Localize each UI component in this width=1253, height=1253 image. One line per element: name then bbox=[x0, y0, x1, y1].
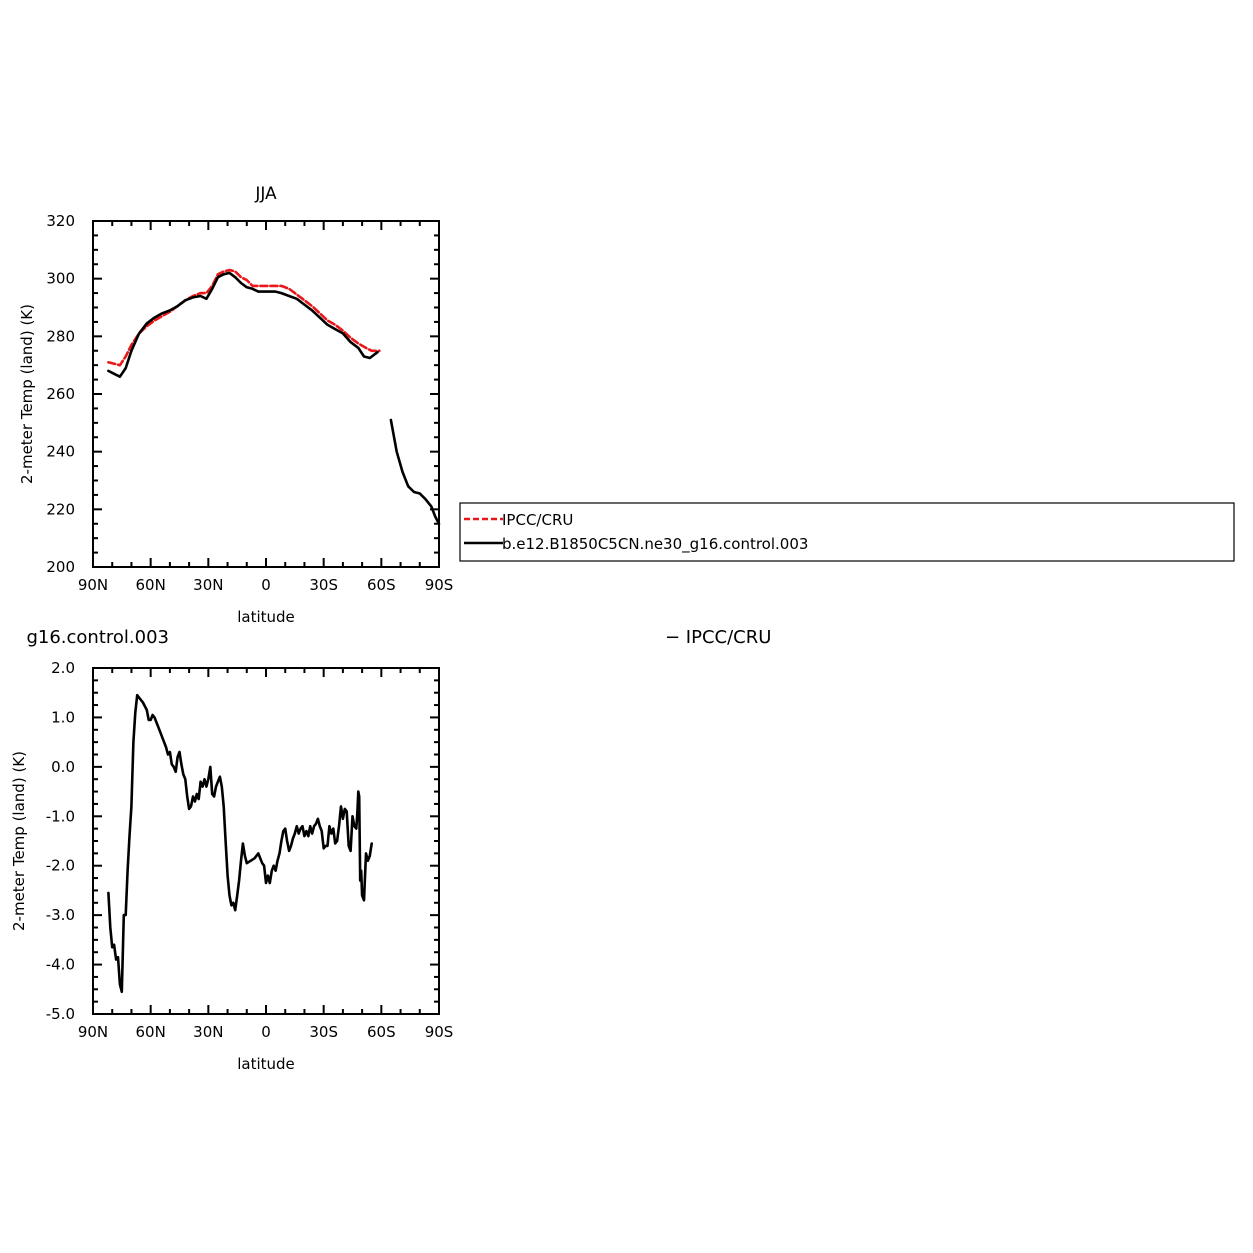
x-axis-label: latitude bbox=[237, 608, 295, 626]
x-tick-label: 90N bbox=[78, 1023, 108, 1041]
series-line-1-segment-1 bbox=[107, 268, 381, 367]
legend-label-ipcc-cru: IPCC/CRU bbox=[502, 511, 573, 529]
plot-panel-difference: g16.control.003 − IPCC/CRU 90N 60N 30N 0 30S… bbox=[10, 627, 771, 1073]
x-tick-label: 30N bbox=[193, 1023, 223, 1041]
plot-frame bbox=[92, 667, 440, 1015]
x-tick-label: 30N bbox=[193, 576, 223, 594]
legend: IPCC/CRU b.e12.B1850C5CN.ne30_g16.contro… bbox=[459, 502, 1235, 562]
x-tick-label: 90S bbox=[425, 576, 454, 594]
y-tick-label: 0.0 bbox=[51, 758, 75, 776]
x-tick-label: 90N bbox=[78, 576, 108, 594]
y-tick-label: 300 bbox=[46, 270, 75, 288]
legend-box bbox=[459, 502, 1235, 562]
y-tick-label: 320 bbox=[46, 212, 75, 230]
series-line-2-segment-1 bbox=[107, 271, 379, 379]
panel-subtitle-left: g16.control.003 bbox=[26, 627, 169, 648]
y-tick-label: 280 bbox=[46, 327, 75, 345]
x-tick-label: 30S bbox=[309, 576, 338, 594]
y-tick-label: -5.0 bbox=[46, 1005, 75, 1023]
series-line-1-segment-1 bbox=[107, 693, 374, 994]
x-tick-label: 60S bbox=[367, 1023, 396, 1041]
plot-area bbox=[107, 693, 374, 994]
x-tick-label: 60N bbox=[136, 576, 166, 594]
y-tick-label: -4.0 bbox=[46, 956, 75, 974]
y-tick-label: -1.0 bbox=[46, 807, 75, 825]
x-tick-label: 60S bbox=[367, 576, 396, 594]
x-tick-label: 90S bbox=[425, 1023, 454, 1041]
y-tick-label: 1.0 bbox=[51, 708, 75, 726]
y-tick-label: 2.0 bbox=[51, 659, 75, 677]
x-tick-label: 0 bbox=[261, 1023, 271, 1041]
panel-subtitle-right: − IPCC/CRU bbox=[665, 627, 771, 648]
y-tick-label: 240 bbox=[46, 443, 75, 461]
x-tick-label: 0 bbox=[261, 576, 271, 594]
x-tick-label: 60N bbox=[136, 1023, 166, 1041]
series-line-2-segment-2 bbox=[389, 418, 441, 526]
x-axis-label: latitude bbox=[237, 1055, 295, 1073]
plot-area bbox=[107, 268, 441, 526]
plot-frame bbox=[92, 220, 440, 568]
y-tick-label: 220 bbox=[46, 500, 75, 518]
plot-panel-jja: JJA 90N 60N 30N 0 30S 60S 90S 200 220 240 260 280 30… bbox=[18, 184, 453, 626]
y-axis-label: 2-meter Temp (land) (K) bbox=[18, 304, 36, 484]
y-tick-label: 200 bbox=[46, 558, 75, 576]
axis-ticks: 90N 60N 30N 0 30S 60S 90S 200 220 240 260 280 300 320 bbox=[46, 212, 453, 594]
y-tick-label: -2.0 bbox=[46, 857, 75, 875]
legend-label-model: b.e12.B1850C5CN.ne30_g16.control.003 bbox=[502, 535, 808, 554]
axis-ticks: 90N 60N 30N 0 30S 60S 90S -5.0 -4.0 -3.0 -2.0 -1.0 0… bbox=[46, 659, 454, 1041]
y-tick-label: -3.0 bbox=[46, 906, 75, 924]
y-tick-label: 260 bbox=[46, 385, 75, 403]
x-tick-label: 30S bbox=[309, 1023, 338, 1041]
y-axis-label: 2-meter Temp (land) (K) bbox=[10, 751, 28, 931]
plot-title: JJA bbox=[254, 184, 277, 204]
